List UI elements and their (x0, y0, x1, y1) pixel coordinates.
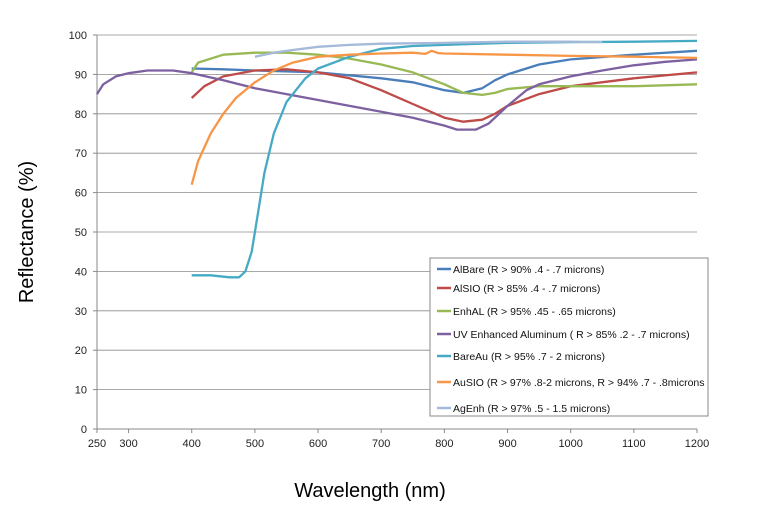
series-line (254, 40, 603, 58)
y-axis-title: Reflectance (%) (16, 161, 38, 303)
y-tick-label: 100 (69, 30, 87, 42)
series-lines (96, 39, 698, 279)
y-tick-label: 20 (75, 345, 87, 357)
y-tick-label: 30 (75, 306, 87, 318)
series-line (191, 39, 698, 279)
y-axis-ticks: 0 10 20 30 40 50 60 70 80 90 100 (69, 30, 97, 436)
y-tick-label: 0 (81, 424, 87, 436)
series-line (190, 68, 698, 123)
series-line (190, 49, 698, 186)
y-tick-label: 40 (75, 266, 87, 278)
legend-label: AgEnh (R > 97% .5 - 1.5 microns) (453, 403, 610, 415)
legend-label: UV Enhanced Aluminum ( R > 85% .2 - .7 m… (453, 329, 690, 341)
x-tick-label: 300 (119, 438, 137, 450)
series-line (96, 58, 698, 131)
legend-label: AlSIO (R > 85% .4 - .7 microns) (453, 283, 600, 295)
y-tick-label: 60 (75, 188, 87, 200)
y-tick-label: 70 (75, 148, 87, 160)
legend-box (429, 257, 709, 417)
legend-label: AuSIO (R > 97% .8-2 microns, R > 94% .7 … (453, 377, 705, 389)
x-axis-title: Wavelength (nm) (294, 480, 446, 502)
x-tick-label: 1200 (685, 438, 709, 450)
legend-label: EnhAL (R > 95% .45 - .65 microns) (453, 306, 616, 318)
x-tick-label: 900 (498, 438, 516, 450)
x-tick-label: 800 (435, 438, 453, 450)
x-tick-label: 500 (246, 438, 264, 450)
legend: AlBare (R > 90% .4 - .7 microns) AlSIO (R… (429, 257, 709, 417)
legend-label: AlBare (R > 90% .4 - .7 microns) (453, 264, 604, 276)
series-line (190, 51, 698, 97)
x-tick-label: 600 (309, 438, 327, 450)
x-tick-label: 400 (183, 438, 201, 450)
y-tick-label: 80 (75, 109, 87, 121)
x-axis-ticks: 250 300 400 500 600 700 800 900 1000 1100 1200 (88, 429, 709, 450)
y-tick-label: 50 (75, 227, 87, 239)
x-tick-label: 1100 (622, 438, 646, 450)
x-tick-label: 250 (88, 438, 106, 450)
y-tick-label: 10 (75, 385, 87, 397)
x-tick-label: 700 (372, 438, 390, 450)
legend-label: BareAu (R > 95% .7 - 2 microns) (453, 351, 605, 363)
gridlines (96, 34, 697, 430)
x-tick-label: 1000 (558, 438, 582, 450)
y-tick-label: 90 (75, 69, 87, 81)
